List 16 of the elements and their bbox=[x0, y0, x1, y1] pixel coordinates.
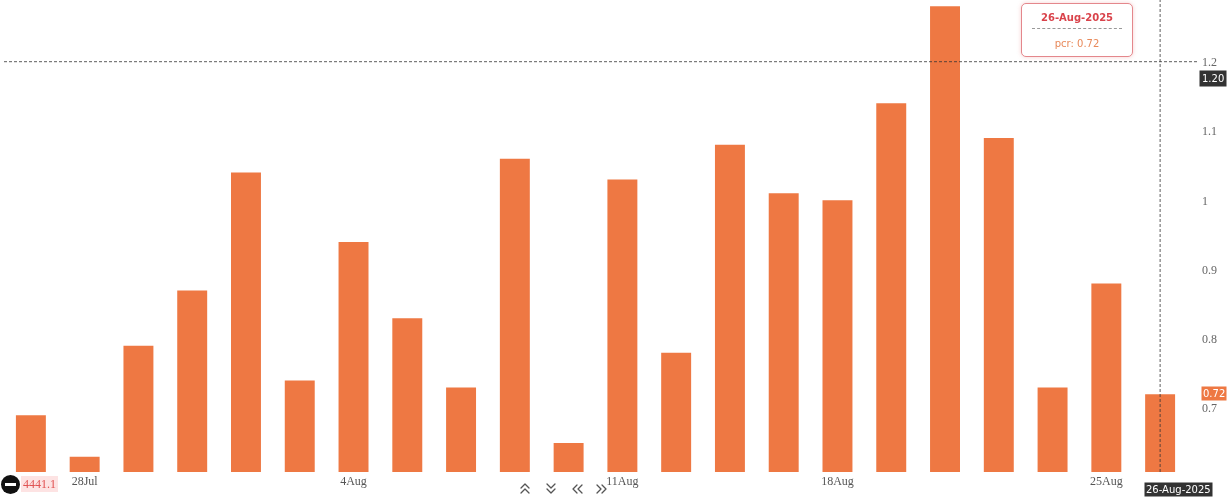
x-tick-label: 28Jul bbox=[71, 474, 99, 488]
annotation: 0.72 bbox=[1203, 388, 1226, 399]
x-tick-label: 26-Aug-2025 bbox=[1146, 484, 1211, 495]
y-tick-label: 0.9 bbox=[1202, 262, 1217, 277]
x-tick-label: 11Aug bbox=[606, 474, 639, 488]
x-tick-label: 25Aug bbox=[1090, 474, 1123, 488]
y-tick-label: 1.2 bbox=[1202, 54, 1217, 69]
y-tick-label: 1.1 bbox=[1202, 124, 1217, 139]
y-tick-label: 0.8 bbox=[1202, 332, 1217, 347]
ref-line-label: 1.20 bbox=[1202, 73, 1225, 84]
y-tick-label: 1 bbox=[1202, 193, 1208, 208]
text: 4441.1 bbox=[21, 476, 58, 492]
text: 26-Aug-2025 pcr: 0.72 bbox=[1041, 12, 1114, 49]
x-tick-label: 18Aug bbox=[821, 474, 854, 488]
x-tick-label: 4Aug bbox=[340, 474, 367, 488]
y-tick-label: 0.7 bbox=[1202, 401, 1217, 416]
